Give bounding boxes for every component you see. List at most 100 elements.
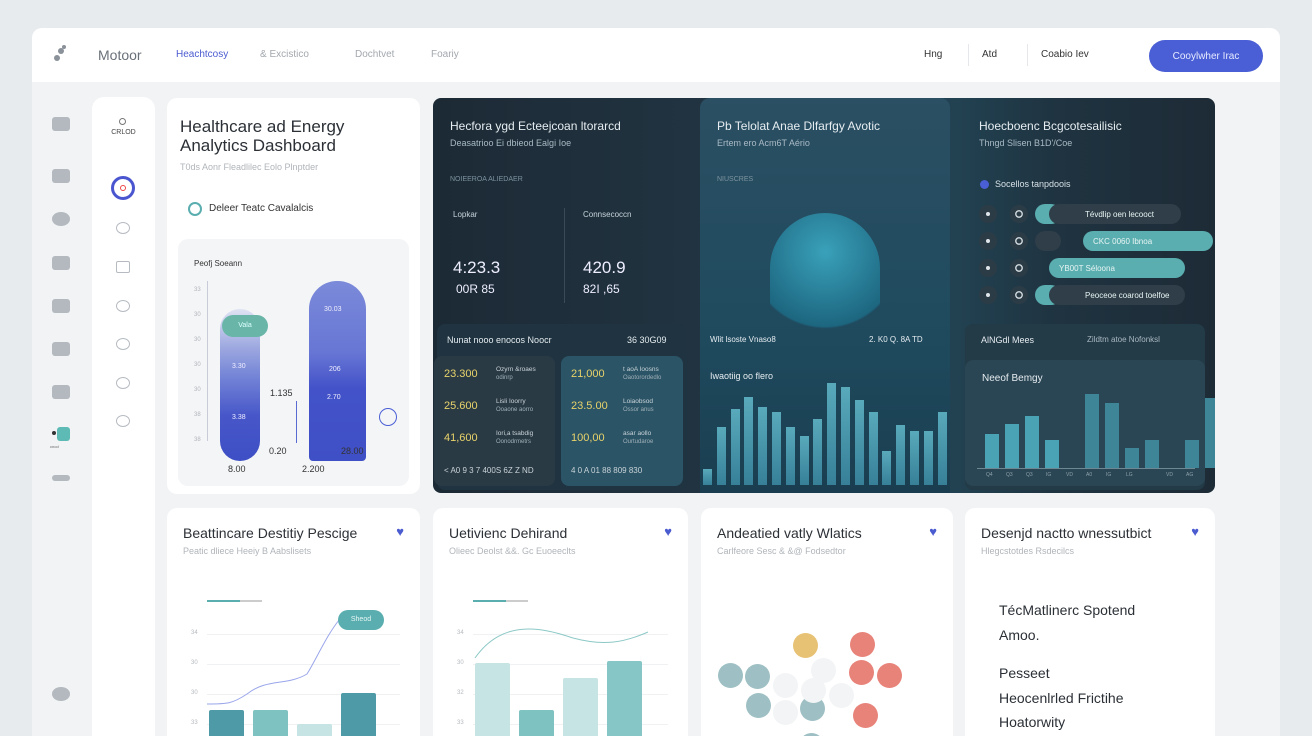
radio-button[interactable] xyxy=(188,202,202,216)
bar[interactable] xyxy=(297,724,332,736)
glow-shape xyxy=(770,213,880,343)
links-icon[interactable] xyxy=(116,377,130,389)
chat-icon-active[interactable] xyxy=(111,176,135,200)
search-icon[interactable] xyxy=(116,338,130,350)
card-subtitle: Olieec Deolst &&. Gc Euoeeclts xyxy=(449,546,576,556)
bar[interactable] xyxy=(475,663,510,736)
header-link-2[interactable]: Atd xyxy=(982,49,998,60)
bubble[interactable] xyxy=(793,633,818,658)
rail-icon-toolbox[interactable] xyxy=(52,475,70,481)
rail-icon-folder[interactable] xyxy=(52,342,70,356)
bar[interactable] xyxy=(1045,439,1059,468)
nodes-icon[interactable] xyxy=(116,222,130,234)
bubble[interactable] xyxy=(850,632,875,657)
bar[interactable] xyxy=(1125,448,1139,468)
heart-icon[interactable]: ♥ xyxy=(1191,524,1199,539)
bubble[interactable] xyxy=(718,663,743,688)
bar[interactable] xyxy=(868,412,878,485)
bar[interactable] xyxy=(841,387,850,485)
bar[interactable] xyxy=(910,431,919,485)
bar[interactable] xyxy=(1105,402,1119,468)
bar[interactable] xyxy=(827,383,837,485)
bubble[interactable] xyxy=(853,703,878,728)
bar[interactable] xyxy=(1205,397,1215,468)
bar[interactable] xyxy=(209,710,244,736)
bar[interactable] xyxy=(813,419,823,485)
bubble[interactable] xyxy=(799,733,824,736)
bar[interactable] xyxy=(882,450,892,485)
bar[interactable] xyxy=(1145,439,1159,468)
card-subtitle: Carlfeore Sesc & &@ Fodsedtor xyxy=(717,546,846,556)
bar[interactable] xyxy=(519,710,554,736)
toggle-icon[interactable] xyxy=(1010,232,1028,250)
rail-icon-chart[interactable] xyxy=(52,385,70,399)
heart-icon[interactable]: ♥ xyxy=(929,524,937,539)
header-link-1[interactable]: Hng xyxy=(924,49,943,60)
panel2-tag: NIUSCRES xyxy=(717,176,754,183)
bar[interactable] xyxy=(785,427,795,485)
toggle-icon[interactable] xyxy=(1010,286,1028,304)
heart-icon[interactable]: ♥ xyxy=(396,524,404,539)
bar[interactable] xyxy=(799,435,809,485)
bar[interactable] xyxy=(896,424,906,485)
bar[interactable] xyxy=(923,431,933,485)
heart-icon[interactable]: ♥ xyxy=(664,524,672,539)
bar[interactable] xyxy=(730,409,740,485)
bar[interactable] xyxy=(563,678,598,736)
bulb-icon[interactable] xyxy=(116,415,130,427)
axis-label: 0.20 xyxy=(269,446,287,456)
rail-icon-table[interactable] xyxy=(52,299,70,313)
nav-healthcare[interactable]: Heachtcosy xyxy=(176,49,229,60)
bar[interactable] xyxy=(1005,423,1019,468)
bar[interactable] xyxy=(607,661,642,736)
rail-icon-settings[interactable] xyxy=(52,687,70,701)
info-marker-icon[interactable] xyxy=(379,408,397,426)
gridline xyxy=(207,694,400,695)
rail-icon-stripes[interactable] xyxy=(52,169,70,183)
rail-icon-globe[interactable] xyxy=(52,212,70,226)
bubble[interactable] xyxy=(801,678,826,703)
energy-chart: Neeof Bemgy Q4 Q3 Q3 IG VD A0 IG LG VD AG xyxy=(965,360,1215,486)
nav-reports[interactable]: Foariy xyxy=(431,49,459,60)
rail-icon-tag[interactable] xyxy=(52,117,70,131)
nav-dashboard[interactable]: Dochtvet xyxy=(355,49,395,60)
bar[interactable] xyxy=(772,412,781,485)
bar[interactable] xyxy=(341,693,376,736)
bar[interactable] xyxy=(1085,394,1099,468)
stats-value: 36 30G09 xyxy=(627,335,667,345)
y-tick: 33 xyxy=(191,720,198,726)
toggle-icon[interactable] xyxy=(1010,259,1028,277)
bar[interactable] xyxy=(716,427,726,485)
status-pill[interactable]: Peoceoe coarod toelfoe xyxy=(1049,285,1185,305)
stat-value: 21,000 xyxy=(571,368,605,380)
rail-icon-box[interactable] xyxy=(52,256,70,270)
bubble[interactable] xyxy=(773,700,798,725)
bubble[interactable] xyxy=(773,673,798,698)
header-dropdown[interactable]: Coabio Iev xyxy=(1041,49,1089,60)
rail-icon-document-active[interactable] xyxy=(57,427,70,441)
bubble[interactable] xyxy=(745,664,770,689)
bubble[interactable] xyxy=(746,693,771,718)
bar[interactable] xyxy=(1025,416,1039,468)
status-pill[interactable]: CKC 0060 Ibnoa xyxy=(1083,231,1213,251)
toggle-icon[interactable] xyxy=(1010,205,1028,223)
bar[interactable] xyxy=(744,397,754,485)
bar-chart-icon[interactable] xyxy=(116,261,130,273)
bar[interactable] xyxy=(937,412,947,485)
bar[interactable] xyxy=(253,710,288,736)
bubble[interactable] xyxy=(829,683,854,708)
bubble[interactable] xyxy=(877,663,902,688)
bar[interactable] xyxy=(758,406,768,485)
bar-2[interactable] xyxy=(309,281,366,461)
status-pill[interactable]: Tévdlip oen lecooct xyxy=(1049,204,1181,224)
share-icon[interactable] xyxy=(116,300,130,312)
bar[interactable] xyxy=(703,468,712,485)
nav-energy[interactable]: & Excistico xyxy=(260,49,309,60)
bar[interactable] xyxy=(1185,439,1199,468)
bar[interactable] xyxy=(854,399,864,485)
stat-caption: Oaotorordedlo xyxy=(623,375,662,381)
bar[interactable] xyxy=(985,433,999,468)
primary-action-button[interactable]: Cooylwher Irac xyxy=(1149,40,1263,72)
bubble[interactable] xyxy=(849,660,874,685)
status-pill[interactable]: YB00T Séloona xyxy=(1049,258,1185,278)
